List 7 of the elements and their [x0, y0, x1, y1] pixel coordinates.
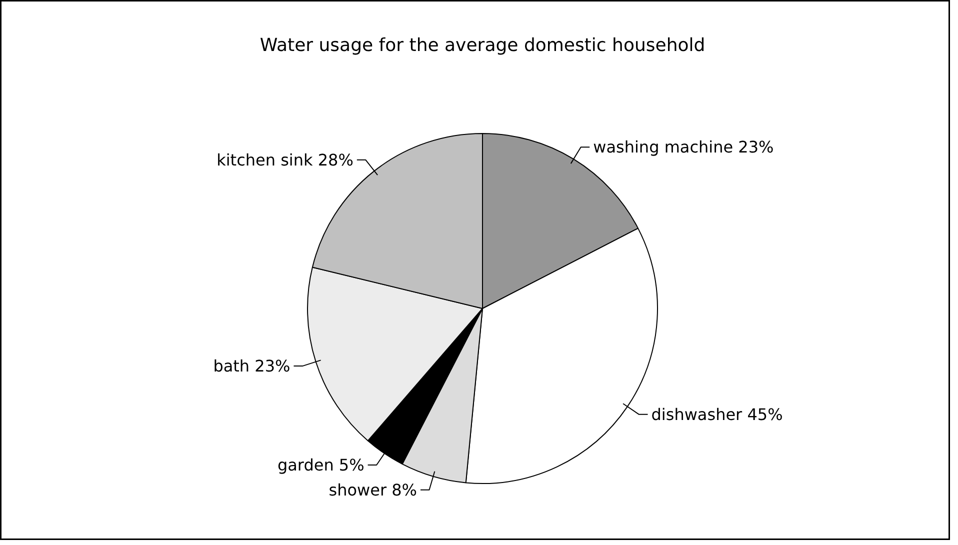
slice-label: washing machine 23% — [593, 138, 774, 157]
slice-label: shower 8% — [328, 480, 418, 500]
slice-label: kitchen sink 28% — [216, 150, 354, 170]
slice-label: bath 23% — [213, 356, 290, 376]
slice-label: garden 5% — [277, 456, 364, 475]
chart-title: Water usage for the average domestic household — [260, 35, 706, 56]
slice-label: dishwasher 45% — [651, 404, 783, 424]
